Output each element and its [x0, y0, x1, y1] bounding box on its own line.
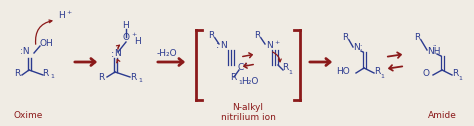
Text: R: R	[342, 34, 348, 42]
Text: N: N	[115, 50, 121, 58]
Text: -H₂O: -H₂O	[157, 49, 177, 57]
Text: H: H	[58, 11, 65, 21]
Text: :N: :N	[20, 48, 30, 56]
Text: H: H	[135, 37, 141, 45]
Text: N-alkyl: N-alkyl	[233, 103, 264, 113]
Text: 1: 1	[138, 78, 142, 84]
Text: R: R	[42, 69, 48, 77]
Text: ··: ··	[432, 43, 437, 49]
Text: Oxime: Oxime	[13, 111, 43, 119]
Text: HO: HO	[336, 68, 350, 76]
Text: R: R	[230, 73, 236, 83]
Text: Amide: Amide	[428, 111, 456, 119]
Text: N: N	[220, 41, 228, 51]
Text: R: R	[208, 30, 214, 39]
Text: R: R	[14, 69, 20, 77]
Text: R: R	[282, 64, 288, 72]
Text: N: N	[266, 41, 273, 51]
Text: R: R	[98, 72, 104, 82]
Text: 1: 1	[380, 74, 384, 80]
Text: OH: OH	[40, 39, 54, 48]
Text: 1: 1	[458, 76, 462, 82]
Text: 1: 1	[288, 71, 292, 75]
Text: R: R	[130, 72, 136, 82]
Text: R: R	[452, 70, 458, 78]
Text: H: H	[123, 21, 129, 29]
Text: 1: 1	[238, 81, 242, 86]
Text: R: R	[254, 30, 260, 39]
Text: H₂O: H₂O	[241, 77, 259, 87]
Text: R: R	[374, 68, 380, 76]
Text: +: +	[274, 40, 280, 45]
Text: 1: 1	[50, 74, 54, 80]
Text: nitrilium ion: nitrilium ion	[220, 114, 275, 122]
Text: +: +	[66, 10, 71, 15]
Text: N:: N:	[353, 43, 363, 53]
Text: +: +	[242, 62, 247, 68]
Text: :: :	[111, 49, 114, 59]
Text: O: O	[122, 34, 129, 42]
Text: R: R	[414, 34, 420, 42]
Text: O: O	[423, 70, 430, 78]
Text: NH: NH	[427, 48, 441, 56]
Text: :: :	[216, 40, 219, 50]
Text: +: +	[131, 33, 137, 38]
Text: C: C	[238, 64, 244, 72]
